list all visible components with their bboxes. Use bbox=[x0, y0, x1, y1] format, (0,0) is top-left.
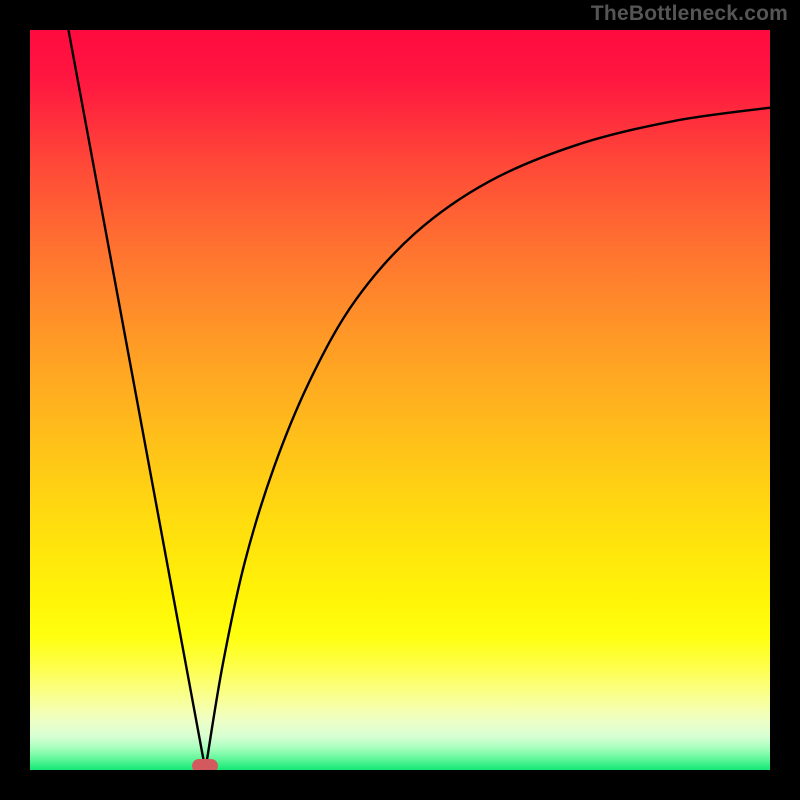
plot-area bbox=[30, 30, 770, 770]
bottleneck-curve bbox=[30, 30, 770, 770]
chart-container: TheBottleneck.com bbox=[0, 0, 800, 800]
vertex-marker bbox=[192, 759, 218, 770]
watermark-text: TheBottleneck.com bbox=[591, 2, 788, 26]
